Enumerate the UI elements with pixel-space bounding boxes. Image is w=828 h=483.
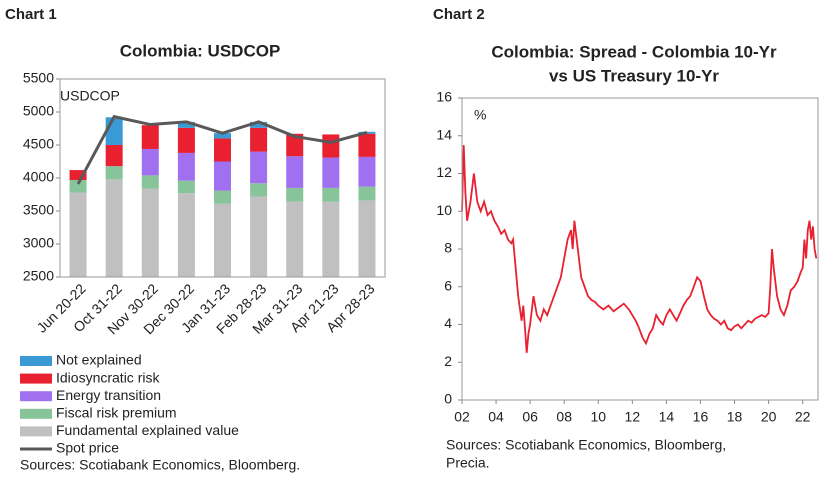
x-tick-label: 20 xyxy=(761,409,777,425)
bar-segment xyxy=(105,117,123,145)
plot-frame xyxy=(461,97,819,401)
bar-segment xyxy=(250,121,268,128)
spot-line xyxy=(76,114,368,185)
bar-segment xyxy=(214,203,231,277)
bar-segment xyxy=(358,200,376,277)
x-tick-label: 04 xyxy=(488,409,504,425)
y-tick-label: 10 xyxy=(436,202,452,218)
legend-swatch xyxy=(20,408,52,419)
chart-label: Chart 1 xyxy=(5,6,57,23)
bar-segment xyxy=(141,188,159,277)
y-tick-label: 4500 xyxy=(23,136,54,152)
y-tick-label: 5500 xyxy=(23,70,54,86)
bar-segment xyxy=(286,133,304,157)
y-tick-label: 2500 xyxy=(23,268,54,284)
y-axis-label: USDCOP xyxy=(60,88,120,104)
chart-label: Chart 2 xyxy=(433,6,485,23)
y-tick-label: 16 xyxy=(436,89,452,105)
y-axis-label: % xyxy=(474,107,486,123)
y-tick-label: 8 xyxy=(444,240,452,256)
bar-segment xyxy=(177,152,195,181)
bar-segment xyxy=(358,186,376,201)
bar-segment xyxy=(105,145,123,167)
x-tick-label: 02 xyxy=(454,409,470,425)
spread-line xyxy=(461,145,818,353)
legend-label: Fundamental explained value xyxy=(56,422,239,438)
bar-segment xyxy=(250,127,268,152)
bar-segment xyxy=(250,151,268,184)
bar-segment xyxy=(322,134,340,158)
legend-label: Not explained xyxy=(56,352,142,368)
bar-segment xyxy=(358,133,376,157)
y-tick-label: 2 xyxy=(444,353,452,369)
legend-label: Energy transition xyxy=(56,387,161,403)
bar-segment xyxy=(141,175,159,189)
legend-label: Fiscal risk premium xyxy=(56,405,177,421)
y-tick-label: 4 xyxy=(444,315,452,331)
x-tick-label: 08 xyxy=(556,409,572,425)
bar-segment xyxy=(177,180,195,194)
bar-segment xyxy=(250,183,268,197)
x-tick-label: 12 xyxy=(625,409,641,425)
legend-swatch xyxy=(20,356,52,366)
x-tick-label: 18 xyxy=(727,409,743,425)
bar-segment xyxy=(214,190,231,204)
y-tick-label: 4000 xyxy=(23,169,54,185)
bar-segment xyxy=(105,166,123,180)
x-tick-label: 16 xyxy=(693,409,709,425)
chart-title: vs US Treasury 10-Yr xyxy=(549,66,719,85)
bar-segment xyxy=(105,179,123,277)
bar-segment xyxy=(214,161,231,191)
y-tick-label: 0 xyxy=(444,391,452,407)
bar-segment xyxy=(358,156,376,187)
x-tick-label: 06 xyxy=(522,409,538,425)
y-tick-label: 5000 xyxy=(23,103,54,119)
bar-segment xyxy=(177,193,195,277)
bar-segment xyxy=(177,121,195,128)
x-tick-label: 10 xyxy=(590,409,606,425)
legend-swatch xyxy=(20,391,52,402)
source: Sources: Scotiabank Economics, Bloomberg… xyxy=(20,457,300,473)
bar-segment xyxy=(250,196,268,277)
bar-segment xyxy=(69,192,87,277)
bar-segment xyxy=(286,201,304,277)
y-tick-label: 14 xyxy=(436,126,452,142)
legend-swatch xyxy=(20,373,52,384)
source: Precia. xyxy=(446,455,490,471)
bar-segment xyxy=(69,179,87,193)
chart-title: Colombia: Spread - Colombia 10-Yr xyxy=(491,42,777,61)
bar-segment xyxy=(322,157,340,188)
bar-segment xyxy=(322,201,340,277)
bar-segment xyxy=(286,156,304,188)
bar-segment xyxy=(286,187,304,202)
x-tick-label: 14 xyxy=(659,409,675,425)
bar-segment xyxy=(322,187,340,202)
bar-segment xyxy=(141,148,159,176)
bar-segment xyxy=(141,125,159,149)
chart-title: Colombia: USDCOP xyxy=(120,41,281,60)
plot-frame xyxy=(59,78,386,278)
y-tick-label: 3500 xyxy=(23,202,54,218)
y-tick-label: 12 xyxy=(436,164,452,180)
bar-segment xyxy=(177,127,195,153)
x-tick-label: 22 xyxy=(795,409,811,425)
y-tick-label: 3000 xyxy=(23,235,54,251)
legend-label: Spot price xyxy=(56,440,119,456)
bar-segment xyxy=(214,138,231,162)
legend-swatch xyxy=(20,426,52,437)
bar-segment xyxy=(69,170,87,180)
bar-segment xyxy=(214,133,231,139)
source: Sources: Scotiabank Economics, Bloomberg… xyxy=(446,437,726,453)
legend-label: Idiosyncratic risk xyxy=(56,369,160,385)
y-tick-label: 6 xyxy=(444,277,452,293)
